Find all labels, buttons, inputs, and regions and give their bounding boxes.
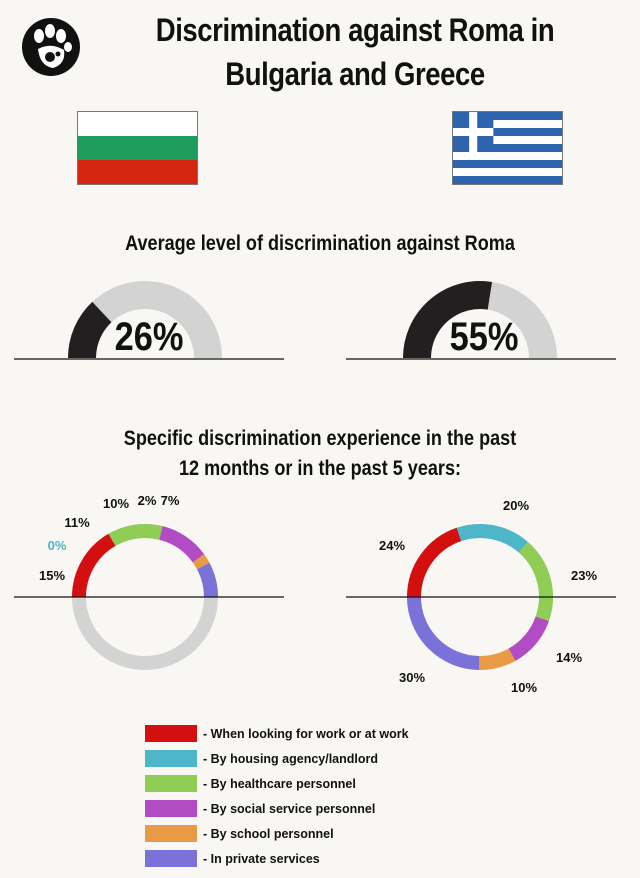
legend-label: - By school personnel [203, 826, 334, 841]
specific-title-line-1: Specific discrimination experience in th… [123, 427, 517, 450]
donut-data-label: 23% [571, 568, 597, 583]
bulgaria-flag-icon [77, 111, 198, 185]
legend-swatch [145, 775, 197, 792]
legend: - When looking for work or at work - By … [145, 721, 409, 871]
donut-segment [158, 526, 205, 563]
donut-data-label: 7% [161, 493, 180, 508]
legend-swatch [145, 825, 197, 842]
average-section-title: Average level of discrimination against … [125, 232, 515, 255]
donut-data-label: 11% [64, 515, 90, 530]
legend-label: - By healthcare personnel [203, 776, 356, 791]
legend-label: - By housing agency/landlord [203, 751, 379, 766]
donut-segment [196, 562, 218, 598]
legend-swatch [145, 800, 197, 817]
donut-segment [508, 616, 549, 661]
gauge-value-label: 26% [115, 314, 184, 359]
legend-item-social: - By social service personnel [145, 796, 409, 821]
donut-segment [407, 596, 480, 670]
donut-data-label: 2% [138, 493, 157, 508]
donut-data-label: 14% [556, 650, 582, 665]
legend-label: - In private services [203, 851, 320, 866]
hands-logo-icon [22, 18, 80, 76]
specific-title-line-2: 12 months or in the past 5 years: [178, 457, 462, 480]
title-line-2: Bulgaria and Greece [225, 56, 485, 92]
donut-data-label: 10% [103, 496, 129, 511]
legend-item-healthcare: - By healthcare personnel [145, 771, 409, 796]
legend-label: - By social service personnel [203, 801, 376, 816]
donut-segment [192, 554, 210, 570]
donut-segment [407, 527, 462, 598]
donut-data-label: 15% [39, 568, 65, 583]
donut-segment [456, 524, 528, 553]
specific-section-title: Specific discrimination experience in th… [79, 424, 561, 484]
gauge-value-label: 55% [450, 314, 519, 359]
legend-item-work: - When looking for work or at work [145, 721, 409, 746]
donut-segment [72, 533, 116, 598]
donut-data-label: 10% [511, 680, 537, 695]
donut-data-label: 24% [379, 538, 405, 553]
donut-segment [108, 524, 163, 547]
legend-swatch [145, 750, 197, 767]
legend-label: - When looking for work or at work [203, 726, 409, 741]
legend-swatch [145, 725, 197, 742]
donut-segment [518, 541, 553, 622]
donut-segment [478, 648, 516, 670]
donut-data-label: 30% [399, 670, 425, 685]
greece-flag-icon [452, 111, 563, 185]
gauge-fill [68, 301, 112, 359]
donut-data-label: 0% [48, 538, 67, 553]
page-title: Discrimination against Roma in Bulgaria … [131, 8, 578, 96]
legend-swatch [145, 850, 197, 867]
legend-item-housing: - By housing agency/landlord [145, 746, 409, 771]
title-line-1: Discrimination against Roma in [155, 12, 555, 48]
gauge-fill [403, 281, 493, 359]
legend-item-private: - In private services [145, 846, 409, 871]
legend-item-school: - By school personnel [145, 821, 409, 846]
donut-data-label: 20% [503, 498, 529, 513]
